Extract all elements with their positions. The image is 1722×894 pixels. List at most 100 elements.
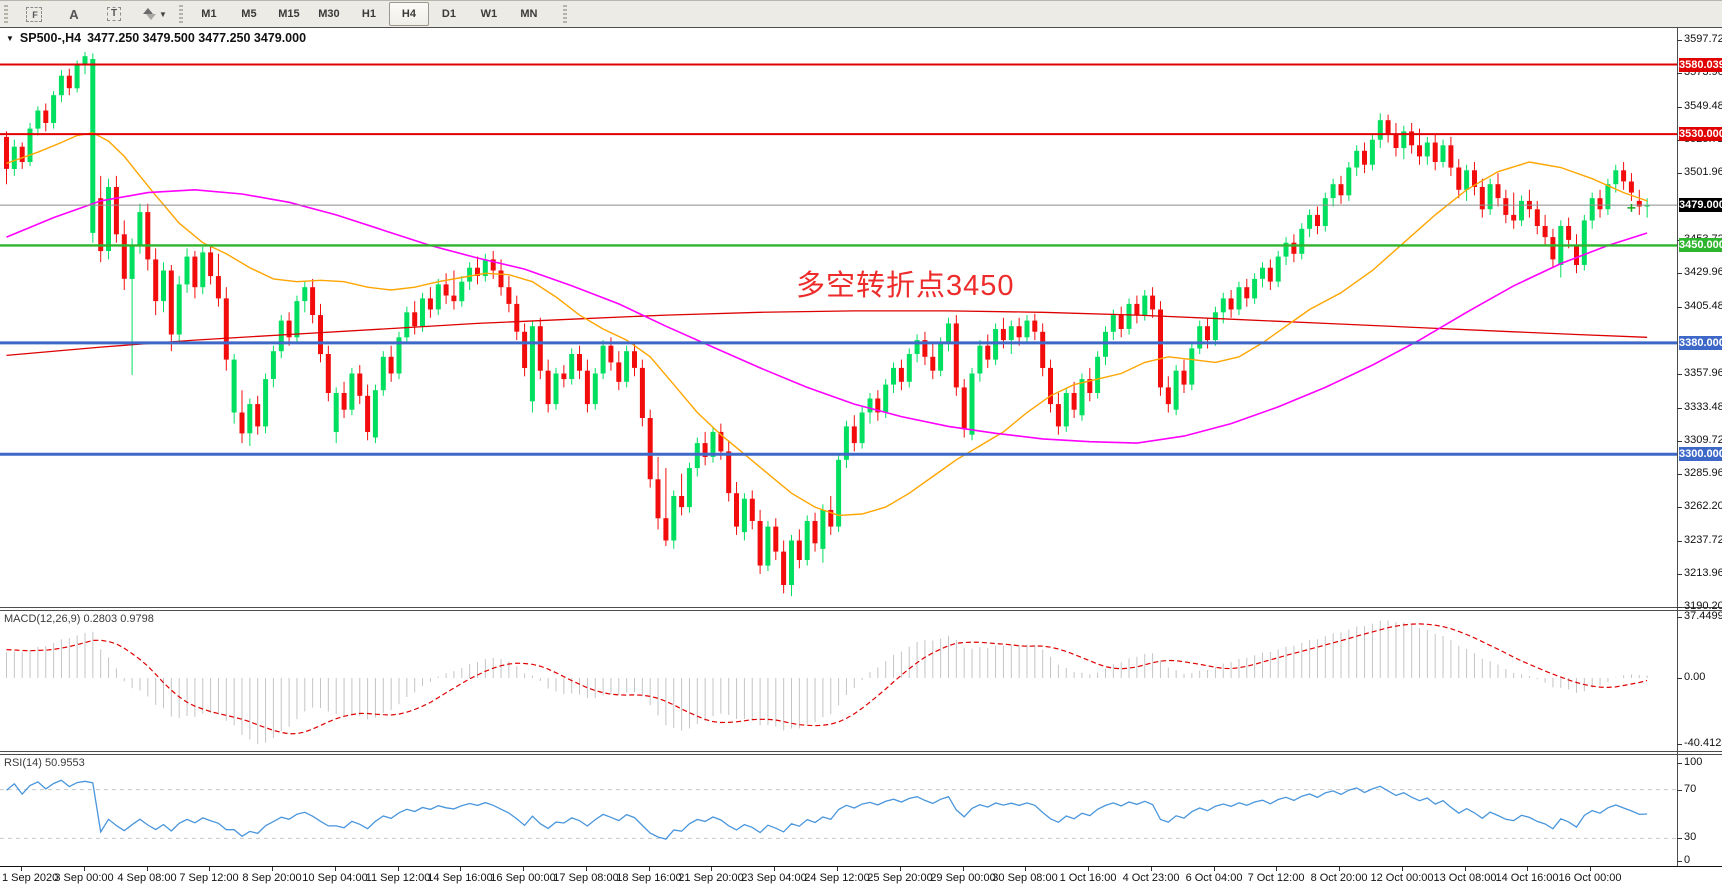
axis-tick	[1677, 273, 1682, 274]
time-axis-label: 14 Sep 16:00	[427, 872, 493, 884]
time-tick	[335, 867, 336, 871]
price-level-badge: 3450.000	[1679, 238, 1722, 252]
axis-tick	[1677, 40, 1682, 41]
chevron-down-icon[interactable]: ▼	[159, 9, 167, 19]
time-axis-label: 18 Sep 16:00	[616, 872, 682, 884]
timeframe-button-H1[interactable]: H1	[361, 8, 376, 20]
time-tick	[84, 867, 85, 871]
time-tick	[21, 867, 22, 871]
time-tick	[1025, 867, 1026, 871]
axis-tick	[1677, 678, 1682, 679]
price-tick-label: 3262.200	[1684, 500, 1722, 512]
time-tick	[900, 867, 901, 871]
text-box-button[interactable]: T	[94, 2, 134, 26]
rsi-axis-label: 70	[1684, 783, 1697, 795]
rsi-axis-label: 0	[1684, 854, 1691, 866]
time-tick	[774, 867, 775, 871]
price-level-badge: 3300.000	[1679, 447, 1722, 461]
price-axis-line	[1677, 27, 1678, 866]
time-axis-label: 14 Oct 16:00	[1495, 872, 1559, 884]
axis-tick	[1677, 107, 1682, 108]
cross-marker-icon	[1627, 203, 1636, 212]
ma-line-magenta	[6, 188, 1648, 444]
time-axis-label: 24 Sep 12:00	[804, 872, 870, 884]
price-level-badge: 3580.039	[1679, 58, 1722, 72]
timeframe-button-M5[interactable]: M5	[241, 8, 257, 20]
ma-line-red	[6, 310, 1648, 357]
price-level-badge: 3530.000	[1679, 127, 1722, 141]
time-tick	[460, 867, 461, 871]
macd-label: MACD(12,26,9) 0.2803 0.9798	[4, 613, 154, 625]
timeframe-button-W1[interactable]: W1	[480, 8, 498, 20]
time-tick	[272, 867, 273, 871]
time-tick	[711, 867, 712, 871]
toolbar-grip[interactable]	[562, 5, 567, 23]
time-tick	[837, 867, 838, 871]
time-axis-label: 7 Oct 12:00	[1247, 872, 1305, 884]
time-axis-label: 7 Sep 12:00	[179, 872, 239, 884]
time-axis-label: 1 Oct 16:00	[1059, 872, 1117, 884]
price-level-badge: 3380.000	[1679, 336, 1722, 350]
price-tick-label: 3429.960	[1684, 266, 1722, 278]
fibonacci-icon: F	[26, 6, 42, 22]
pane-splitter[interactable]	[0, 610, 1722, 611]
ma-line-orange	[6, 132, 1648, 517]
rsi-axis-label: 30	[1684, 831, 1697, 843]
time-axis-label: 4 Sep 08:00	[117, 872, 177, 884]
chart-annotation[interactable]: 多空转折点3450	[796, 270, 1015, 302]
axis-tick	[1677, 861, 1682, 862]
text-label-button[interactable]: A	[54, 2, 94, 26]
pane-splitter[interactable]	[0, 607, 1722, 608]
rsi-line	[6, 779, 1648, 840]
macd-axis-label: -40.4125	[1684, 737, 1722, 749]
time-axis-label: 30 Sep 08:00	[992, 872, 1058, 884]
time-tick	[147, 867, 148, 871]
toolbar-grip[interactable]	[178, 5, 183, 23]
axis-tick	[1677, 607, 1682, 608]
arrows-icon	[142, 8, 156, 20]
toolbar-grip[interactable]	[4, 5, 8, 23]
axis-tick	[1677, 574, 1682, 575]
time-axis-label: 23 Sep 04:00	[741, 872, 807, 884]
text-label-icon: A	[69, 6, 79, 22]
axis-tick	[1677, 307, 1682, 308]
pane-splitter[interactable]	[0, 754, 1722, 755]
time-axis-label: 4 Oct 23:00	[1122, 872, 1180, 884]
chart-title: ▼ SP500-,H4 3477.250 3479.500 3477.250 3…	[6, 31, 306, 45]
axis-tick	[1677, 541, 1682, 542]
arrows-button[interactable]: ▼	[134, 2, 175, 26]
time-axis-label: 25 Sep 20:00	[867, 872, 933, 884]
macd-axis-label: 37.4499	[1684, 610, 1722, 622]
rsi-axis-label: 100	[1684, 756, 1703, 768]
axis-tick	[1677, 744, 1682, 745]
macd-histogram	[6, 620, 1648, 745]
price-tick-label: 3597.720	[1684, 33, 1722, 45]
timeframe-button-MN[interactable]: MN	[520, 8, 538, 20]
time-axis-label: 6 Oct 04:00	[1185, 872, 1243, 884]
timeframe-button-D1[interactable]: D1	[441, 8, 456, 20]
time-tick	[1339, 867, 1340, 871]
time-tick	[1088, 867, 1089, 871]
price-tick-label: 3190.200	[1684, 600, 1722, 612]
time-tick	[1590, 867, 1591, 871]
fibonacci-retracement-button[interactable]: F	[14, 2, 54, 26]
timeframe-button-M15[interactable]: M15	[278, 8, 300, 20]
timeframe-button-M1[interactable]: M1	[201, 8, 217, 20]
time-tick	[1465, 867, 1466, 871]
time-tick	[1151, 867, 1152, 871]
timeframe-button-H4[interactable]: H4	[388, 2, 429, 26]
axis-tick	[1677, 474, 1682, 475]
time-axis-label: 16 Sep 00:00	[490, 872, 556, 884]
time-axis-label: 16 Oct 00:00	[1558, 872, 1622, 884]
pane-splitter[interactable]	[0, 751, 1722, 752]
rsi-label: RSI(14) 50.9553	[4, 757, 85, 769]
axis-tick	[1677, 408, 1682, 409]
current-price-badge: 3479.000	[1679, 198, 1722, 212]
time-tick	[1527, 867, 1528, 871]
symbol-dropdown-icon[interactable]: ▼	[6, 33, 14, 43]
timeframe-button-M30[interactable]: M30	[318, 8, 340, 20]
time-axis-label: 21 Sep 20:00	[678, 872, 744, 884]
time-tick	[963, 867, 964, 871]
